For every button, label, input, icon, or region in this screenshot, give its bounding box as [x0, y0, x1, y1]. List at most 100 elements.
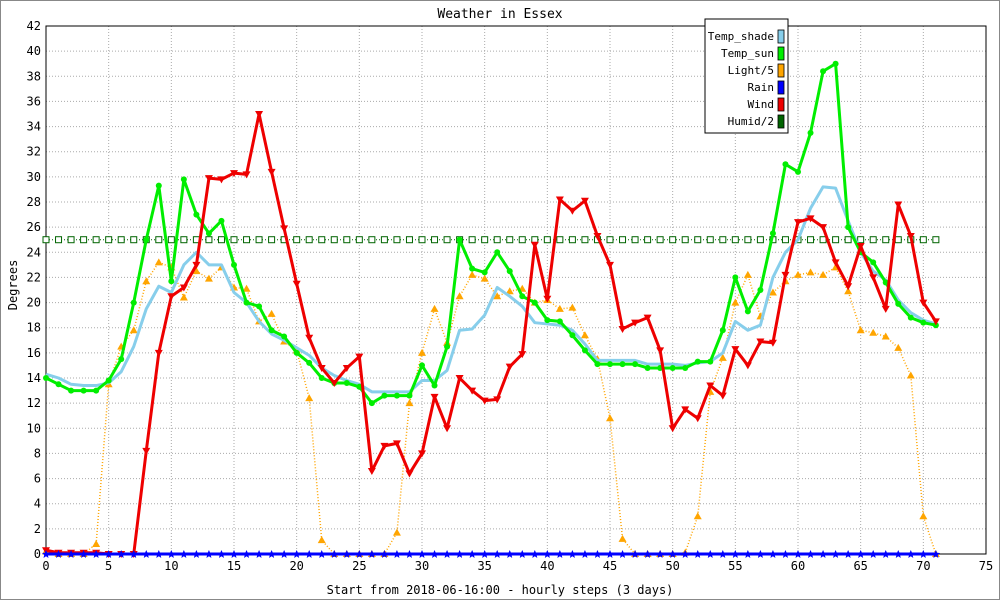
chart-title: Weather in Essex — [437, 7, 562, 22]
data-point — [42, 550, 50, 558]
data-point — [256, 303, 263, 310]
y-tick-label: 0 — [34, 547, 41, 561]
data-point — [455, 292, 464, 300]
data-point — [769, 230, 776, 237]
y-tick-label: 32 — [27, 145, 41, 159]
data-point — [882, 236, 890, 244]
data-point — [618, 550, 627, 558]
data-point — [669, 364, 676, 371]
data-point — [255, 236, 263, 244]
series-temp-shade — [45, 185, 937, 394]
data-point — [268, 236, 276, 244]
data-point — [155, 182, 162, 189]
data-point — [505, 287, 514, 295]
data-point — [555, 196, 564, 204]
data-point — [794, 550, 802, 558]
data-point — [743, 362, 752, 370]
data-point — [718, 353, 727, 361]
data-point — [468, 387, 477, 395]
data-point — [806, 215, 815, 223]
data-point — [418, 450, 426, 458]
data-point — [418, 236, 426, 244]
data-point — [832, 236, 840, 244]
data-point — [179, 284, 188, 292]
y-tick-label: 20 — [27, 296, 41, 310]
data-point — [104, 550, 113, 558]
y-tick-label: 22 — [27, 270, 41, 284]
data-point — [544, 317, 551, 324]
data-point — [342, 550, 351, 558]
data-point — [267, 168, 276, 176]
data-point — [55, 236, 63, 244]
data-point — [819, 224, 828, 232]
data-point — [317, 536, 326, 544]
data-point — [693, 415, 702, 423]
data-point — [718, 550, 727, 558]
legend-label: Temp_sun — [721, 47, 774, 60]
data-point — [782, 161, 789, 168]
data-point — [92, 236, 100, 244]
legend-label: Wind — [748, 98, 775, 111]
data-point — [844, 236, 852, 244]
axes: 0246810121416182022242628303234363840420… — [27, 19, 994, 573]
data-point — [743, 550, 752, 558]
data-point — [881, 332, 890, 340]
data-point — [154, 258, 163, 266]
data-point — [305, 550, 314, 558]
data-point — [807, 129, 814, 136]
data-point — [519, 293, 526, 300]
data-point — [606, 550, 614, 558]
data-point — [581, 236, 589, 244]
data-point — [656, 347, 665, 355]
data-point — [419, 362, 425, 369]
x-tick-label: 20 — [289, 559, 303, 573]
legend-label: Humid/2 — [728, 115, 774, 128]
data-point — [154, 550, 163, 558]
data-point — [79, 550, 88, 558]
x-tick-label: 70 — [916, 559, 930, 573]
data-point — [781, 271, 790, 279]
data-point — [193, 211, 200, 218]
x-tick-label: 40 — [540, 559, 554, 573]
data-point — [117, 236, 125, 244]
data-point — [393, 392, 400, 399]
data-point — [618, 534, 627, 542]
data-point — [644, 364, 651, 371]
data-point — [719, 236, 727, 244]
data-point — [731, 236, 739, 244]
data-point — [317, 364, 326, 372]
data-point — [555, 550, 564, 558]
data-point — [267, 550, 276, 558]
data-point — [192, 267, 201, 275]
data-point — [568, 303, 577, 311]
data-point — [631, 319, 640, 327]
data-point — [117, 550, 126, 558]
data-point — [130, 299, 137, 306]
series-temp-sun — [43, 60, 939, 407]
data-point — [794, 270, 802, 278]
data-point — [870, 259, 877, 266]
data-point — [832, 60, 839, 67]
data-point — [669, 236, 677, 244]
data-point — [179, 293, 188, 301]
data-point — [280, 225, 289, 233]
data-point — [443, 550, 452, 558]
x-tick-label: 45 — [603, 559, 617, 573]
data-point — [794, 219, 802, 227]
data-point — [518, 550, 527, 558]
data-point — [694, 358, 701, 365]
data-point — [468, 270, 477, 278]
data-point — [518, 351, 527, 359]
data-point — [618, 325, 627, 333]
data-point — [631, 550, 640, 558]
legend-swatch — [777, 97, 785, 112]
data-point — [368, 400, 375, 407]
data-point — [267, 309, 276, 317]
grid — [45, 25, 987, 555]
data-point — [280, 550, 289, 558]
data-point — [731, 298, 740, 306]
data-point — [405, 550, 414, 558]
data-point — [706, 236, 714, 244]
data-point — [881, 550, 890, 558]
data-point — [367, 468, 376, 476]
